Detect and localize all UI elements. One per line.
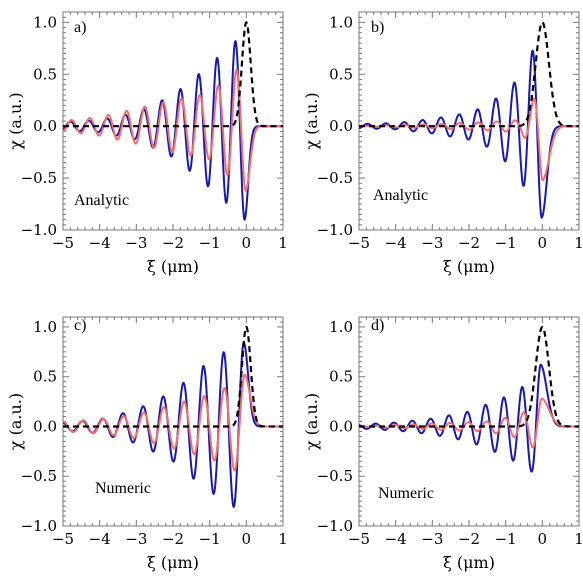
x-tick-label: −1 <box>495 234 517 252</box>
chart-panel-b: −5 −4 −3 −2 −1 0 1 −1.0 −0.5 0.0 0.5 1.0 ξ (μm) χ (a.… <box>302 11 583 276</box>
x-axis-label: ξ (μm) <box>443 553 495 572</box>
y-axis-label: χ (a.u.) <box>6 92 25 149</box>
y-tick-label: 0.0 <box>329 117 353 135</box>
series-line-blue <box>359 49 579 220</box>
series-line-red <box>359 397 579 449</box>
panel-label: d) <box>371 317 384 334</box>
y-tick-label: 1.0 <box>329 13 353 31</box>
y-tick-label: −0.5 <box>21 169 57 187</box>
series-line-red <box>63 68 283 192</box>
chart-panel-c: −5 −4 −3 −2 −1 0 1 −1.0 −0.5 0.0 0.5 1.0 ξ (μm) χ (a.… <box>6 316 288 572</box>
x-tick-label: −3 <box>125 234 147 252</box>
y-tick-label: −1.0 <box>21 221 57 239</box>
x-tick-label: −4 <box>385 530 407 548</box>
y-tick-label: 1.0 <box>33 318 57 336</box>
panel-label: b) <box>371 19 384 36</box>
x-tick-label: −4 <box>89 530 111 548</box>
y-tick-label: 1.0 <box>329 318 353 336</box>
chart-panel-a: −5 −4 −3 −2 −1 0 1 −1.0 −0.5 0.0 0.5 1.0 ξ (μm) χ (a.… <box>6 11 288 276</box>
series-line-blue <box>359 363 579 473</box>
x-tick-label: 1 <box>278 530 288 548</box>
method-label: Analytic <box>373 187 428 204</box>
panel-label: c) <box>74 317 86 334</box>
x-tick-label: 0 <box>538 530 548 548</box>
x-tick-label: 1 <box>574 530 583 548</box>
x-tick-label: −2 <box>458 530 480 548</box>
panel-label: a) <box>74 19 86 36</box>
x-tick-label: 0 <box>242 530 252 548</box>
y-tick-label: −0.5 <box>21 467 57 485</box>
x-tick-label: 0 <box>538 234 548 252</box>
series-line-dashed-black <box>359 21 579 128</box>
x-tick-label: −4 <box>385 234 407 252</box>
y-tick-label: −1.0 <box>21 517 57 535</box>
y-tick-label: 0.0 <box>33 417 57 435</box>
x-axis-label: ξ (μm) <box>443 257 495 276</box>
x-tick-label: −1 <box>199 234 221 252</box>
x-tick-label: 0 <box>242 234 252 252</box>
y-tick-label: 0.5 <box>33 368 57 386</box>
x-tick-label: −5 <box>52 530 74 548</box>
x-tick-label: −1 <box>495 530 517 548</box>
x-tick-label: −2 <box>162 530 184 548</box>
y-tick-label: −0.5 <box>317 169 353 187</box>
series-line-red <box>63 373 283 472</box>
series-line-dashed-black <box>63 325 283 428</box>
method-label: Numeric <box>95 480 151 497</box>
x-tick-label: −3 <box>421 234 443 252</box>
series-line-red <box>359 97 579 182</box>
y-tick-label: 0.0 <box>329 417 353 435</box>
x-tick-label: −2 <box>458 234 480 252</box>
x-tick-label: −3 <box>125 530 147 548</box>
chart-panel-d: −5 −4 −3 −2 −1 0 1 −1.0 −0.5 0.0 0.5 1.0 ξ (μm) χ (a.… <box>302 316 583 572</box>
y-tick-label: −1.0 <box>317 517 353 535</box>
x-tick-label: −1 <box>199 530 221 548</box>
y-tick-label: 0.5 <box>33 65 57 83</box>
y-tick-label: 1.0 <box>33 13 57 31</box>
x-tick-label: −5 <box>348 530 370 548</box>
y-tick-label: 0.5 <box>329 368 353 386</box>
y-tick-label: 0.0 <box>33 117 57 135</box>
y-tick-label: 0.5 <box>329 65 353 83</box>
x-tick-label: −5 <box>348 234 370 252</box>
y-axis-label: χ (a.u.) <box>302 393 321 450</box>
x-tick-label: −4 <box>89 234 111 252</box>
series-line-dashed-black <box>359 325 579 428</box>
x-tick-label: −5 <box>52 234 74 252</box>
x-tick-label: 1 <box>278 234 288 252</box>
x-tick-label: −3 <box>421 530 443 548</box>
y-tick-label: −0.5 <box>317 467 353 485</box>
y-tick-label: −1.0 <box>317 221 353 239</box>
x-axis-label: ξ (μm) <box>147 257 199 276</box>
y-axis-label: χ (a.u.) <box>6 393 25 450</box>
series-line-dashed-black <box>63 21 283 128</box>
x-tick-label: −2 <box>162 234 184 252</box>
x-axis-label: ξ (μm) <box>147 553 199 572</box>
y-axis-label: χ (a.u.) <box>302 92 321 149</box>
x-tick-label: 1 <box>574 234 583 252</box>
method-label: Numeric <box>378 485 434 502</box>
method-label: Analytic <box>74 192 129 209</box>
